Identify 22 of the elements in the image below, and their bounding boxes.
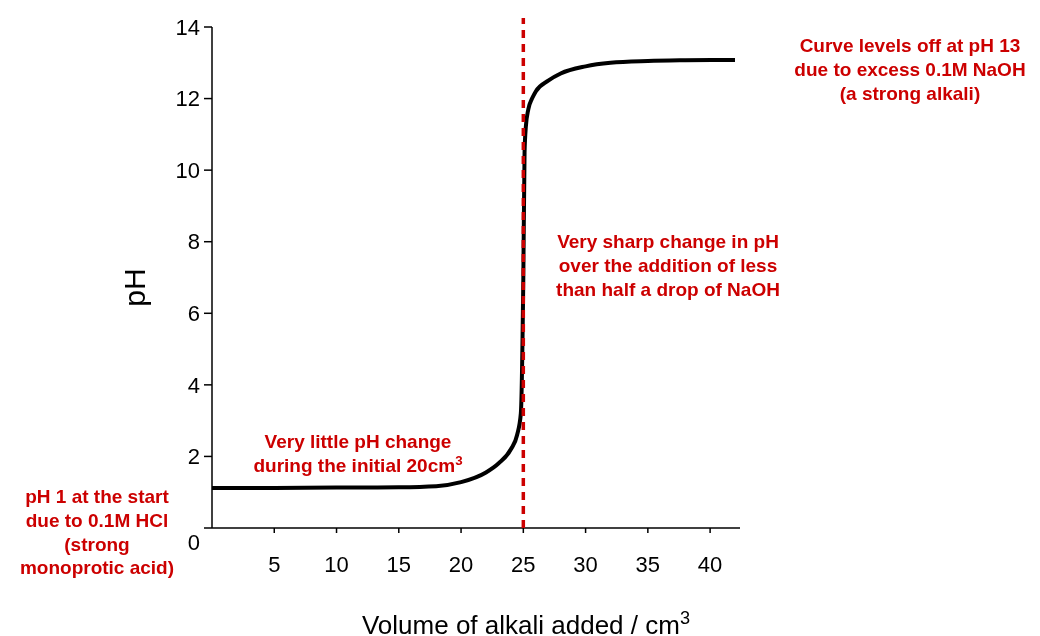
x-tick-label: 15 (386, 552, 412, 577)
annotation: Very little pH change during the initial 20cm$^{3}$ (253, 431, 463, 476)
x-tick-label: 35 (635, 552, 661, 577)
y-tick-label: 8 (187, 229, 200, 255)
x-tick-label: 20 (448, 552, 474, 577)
x-axis-title: Volume of alkali added / cm$^{3}$ (361, 608, 691, 636)
y-tick-label: 14 (175, 14, 200, 40)
x-tick-label: 10 (324, 552, 349, 577)
y-tick-label: 2 (187, 444, 200, 470)
x-tick-label: 40 (697, 552, 723, 577)
y-tick-label: 4 (187, 372, 200, 398)
y-tick-label: 10 (175, 157, 200, 183)
text: Curve levels off at pH 13 due to excess 0.1M NaOH (a strong alkali) (794, 35, 1026, 104)
x-tick-label: 30 (573, 552, 598, 577)
x-tick-label: 25 (511, 552, 536, 577)
y-axis-title: pH (118, 268, 151, 307)
y-tick-label: 12 (175, 86, 200, 112)
x-tick-label: 5 (268, 552, 281, 577)
text: pH 1 at the start due to 0.1M HCl (strong monoprotic acid) (19, 486, 175, 579)
annotation: Very sharp change in pH over the addition of less than half a drop of NaOH (556, 231, 780, 300)
y-tick-label: 6 (187, 300, 200, 326)
y-tick-label: 0 (187, 529, 200, 555)
